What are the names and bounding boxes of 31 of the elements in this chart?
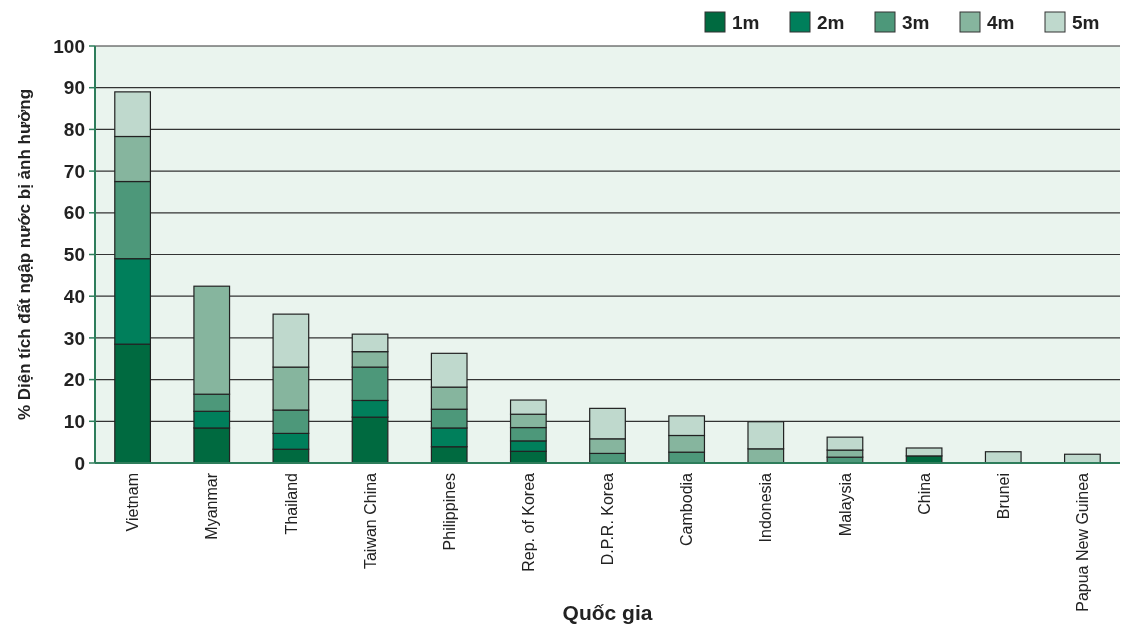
y-tick-label: 30 xyxy=(63,327,85,349)
x-tick-label: China xyxy=(915,472,933,515)
y-tick-label: 0 xyxy=(74,452,85,474)
x-tick-label: Cambodia xyxy=(678,472,696,546)
legend-label: 1m xyxy=(732,11,760,33)
legend-label: 3m xyxy=(902,11,930,33)
legend-label: 5m xyxy=(1072,11,1100,33)
x-tick-label: Thailand xyxy=(282,473,300,535)
y-tick-label: 10 xyxy=(63,410,85,432)
y-tick-label: 40 xyxy=(63,285,85,307)
x-tick-label: Vietnam xyxy=(124,473,142,532)
y-tick-label: 60 xyxy=(63,202,85,224)
y-tick-label: 100 xyxy=(53,35,85,57)
x-axis-title: Quốc gia xyxy=(562,601,653,624)
y-tick-label: 50 xyxy=(63,244,85,266)
x-tick-label: Taiwan China xyxy=(361,472,379,570)
x-tick-label: Philippines xyxy=(440,473,458,551)
y-tick-label: 80 xyxy=(63,119,85,141)
x-tick-label: Papua New Guinea xyxy=(1074,472,1091,612)
legend-label: 2m xyxy=(817,11,845,33)
x-tick-label: Brunei xyxy=(994,473,1012,520)
x-tick-label: Myanmar xyxy=(203,472,221,540)
y-axis-title: % Diện tích đất ngập nước bị ảnh hưởng xyxy=(14,88,34,421)
y-tick-label: 90 xyxy=(63,77,85,99)
y-tick-label: 70 xyxy=(63,160,85,182)
x-tick-label: Malaysia xyxy=(836,472,854,537)
y-tick-label: 20 xyxy=(63,369,85,391)
x-tick-label: Rep. of Korea xyxy=(519,472,537,572)
x-tick-label: D.P.R. Korea xyxy=(599,472,617,566)
legend-label: 4m xyxy=(987,11,1015,33)
x-tick-label: Indonesia xyxy=(757,472,775,543)
